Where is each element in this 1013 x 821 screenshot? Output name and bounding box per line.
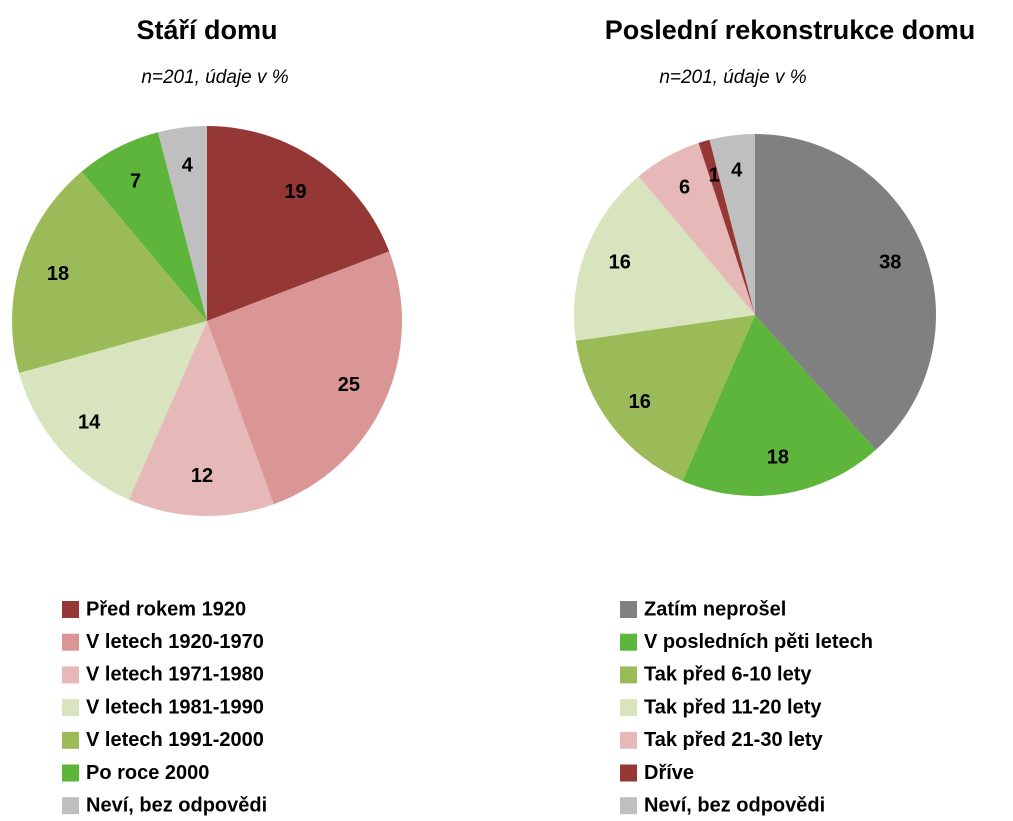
legend-label: Tak před 11-20 lety bbox=[644, 696, 822, 718]
slice-label: 18 bbox=[47, 263, 69, 285]
slice-label: 4 bbox=[182, 155, 194, 177]
legend-swatch bbox=[620, 797, 637, 815]
pie-slice bbox=[709, 134, 755, 315]
legend-swatch bbox=[620, 699, 637, 717]
legend-label: Před rokem 1920 bbox=[86, 598, 246, 620]
slice-label: 12 bbox=[191, 465, 213, 487]
legend-swatch bbox=[620, 731, 637, 749]
pie-slice bbox=[128, 321, 274, 516]
pie-slice bbox=[755, 134, 937, 450]
legend-label: V letech 1991-2000 bbox=[86, 729, 264, 751]
pie-slice bbox=[207, 251, 403, 505]
legend-label: V letech 1920-1970 bbox=[86, 631, 264, 653]
legend-label: V posledních pěti letech bbox=[644, 631, 873, 653]
slice-label: 4 bbox=[731, 160, 743, 182]
legend-swatch bbox=[620, 633, 637, 651]
legend-label: Tak před 21-30 lety bbox=[644, 729, 823, 751]
slice-label: 7 bbox=[130, 171, 141, 193]
legend-swatch bbox=[620, 601, 637, 618]
legend-label: Tak před 6-10 lety bbox=[644, 664, 812, 686]
slice-label: 25 bbox=[338, 374, 360, 396]
slice-label: 6 bbox=[679, 177, 690, 199]
pie-slice bbox=[158, 126, 207, 321]
pie-slice bbox=[575, 315, 755, 481]
pie-slice bbox=[682, 315, 876, 496]
pie-slice bbox=[638, 143, 755, 315]
chart-title: Poslední rekonstrukce domu bbox=[605, 15, 976, 45]
slice-label: 19 bbox=[284, 181, 306, 203]
legend-label: Dříve bbox=[644, 762, 694, 784]
legend-swatch bbox=[62, 601, 79, 618]
chart-title: Stáří domu bbox=[136, 15, 277, 45]
pie-slice bbox=[207, 126, 390, 321]
slice-label: 1 bbox=[709, 164, 720, 186]
legend-swatch bbox=[62, 731, 79, 749]
chart-subtitle: n=201, údaje v % bbox=[659, 67, 806, 88]
slice-label: 38 bbox=[879, 252, 901, 274]
legend-swatch bbox=[620, 666, 637, 684]
legend-label: V letech 1971-1980 bbox=[86, 664, 264, 686]
slice-label: 16 bbox=[629, 391, 651, 413]
slice-label: 18 bbox=[767, 446, 789, 468]
slice-label: 14 bbox=[78, 411, 101, 433]
legend-swatch bbox=[62, 633, 79, 651]
legend-label: V letech 1981-1990 bbox=[86, 696, 264, 718]
legend-label: Neví, bez odpovědi bbox=[86, 794, 267, 816]
legend-label: Zatím neprošel bbox=[644, 598, 786, 620]
legend-label: Neví, bez odpovědi bbox=[644, 794, 825, 816]
legend-swatch bbox=[62, 764, 79, 782]
pie-slice bbox=[574, 176, 755, 341]
pie-slice bbox=[19, 321, 207, 500]
legend-swatch bbox=[62, 797, 79, 815]
legend-label: Po roce 2000 bbox=[86, 762, 209, 784]
legend-swatch bbox=[62, 666, 79, 684]
chart-subtitle: n=201, údaje v % bbox=[141, 67, 288, 88]
legend-swatch bbox=[620, 764, 637, 782]
pie-slice bbox=[12, 171, 208, 373]
pie-slice bbox=[698, 139, 755, 315]
legend-swatch bbox=[62, 699, 79, 717]
slice-label: 16 bbox=[609, 252, 631, 274]
pie-slice bbox=[81, 132, 207, 321]
